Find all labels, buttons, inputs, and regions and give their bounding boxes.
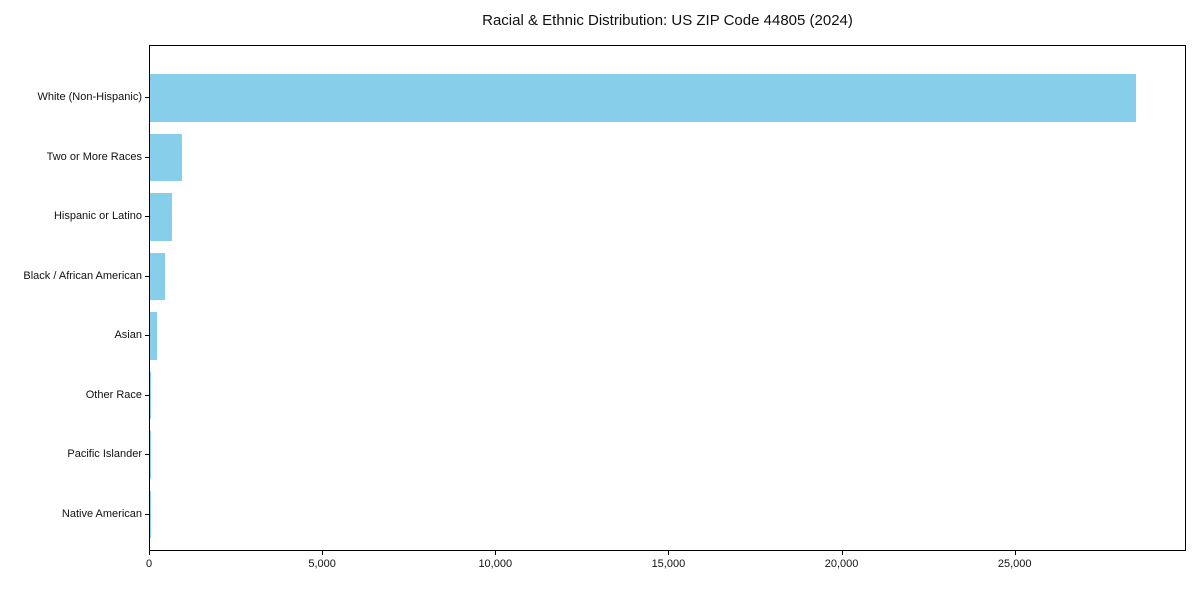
y-tick-label: White (Non-Hispanic): [37, 91, 142, 103]
y-tick-mark: [145, 454, 149, 455]
x-tick-label: 10,000: [478, 558, 513, 570]
x-tick-mark: [495, 551, 497, 555]
chart-title: Racial & Ethnic Distribution: US ZIP Cod…: [482, 12, 853, 29]
bar-black-african-american: [150, 252, 166, 301]
x-tick-label: 15,000: [651, 558, 686, 570]
plot-area: [149, 45, 1186, 551]
bar-white-non-hispanic: [150, 74, 1136, 122]
bar-hispanic-or-latino: [150, 193, 172, 241]
y-tick-label: Native American: [61, 507, 142, 520]
x-tick-mark: [149, 551, 150, 555]
y-tick-label: Two or More Races: [46, 150, 142, 163]
y-tick-mark: [145, 156, 149, 158]
bar-native-american: [150, 490, 151, 539]
bar-asian: [150, 312, 157, 360]
y-tick-mark: [145, 513, 149, 515]
y-tick-label: Black / African American: [23, 269, 142, 282]
x-tick-mark: [841, 551, 843, 555]
x-tick-mark: [668, 551, 670, 555]
x-tick-mark: [1014, 551, 1016, 555]
y-tick-mark: [145, 216, 149, 217]
x-tick-label: 0: [145, 558, 153, 570]
bar-other-race: [150, 371, 152, 420]
bar-two-or-more-races: [150, 133, 182, 182]
x-tick-label: 20,000: [824, 558, 859, 570]
x-tick-label: 5,000: [308, 558, 336, 570]
x-tick-label: 25,000: [997, 558, 1032, 570]
y-tick-label: Pacific Islander: [67, 448, 142, 460]
y-tick-label: Other Race: [85, 388, 142, 401]
y-tick-mark: [145, 275, 149, 277]
y-tick-mark: [145, 97, 149, 98]
y-tick-label: Asian: [114, 329, 142, 341]
y-tick-label: Hispanic or Latino: [53, 210, 142, 222]
y-tick-mark: [145, 335, 149, 336]
x-tick-mark: [322, 551, 324, 555]
y-tick-mark: [145, 394, 149, 396]
